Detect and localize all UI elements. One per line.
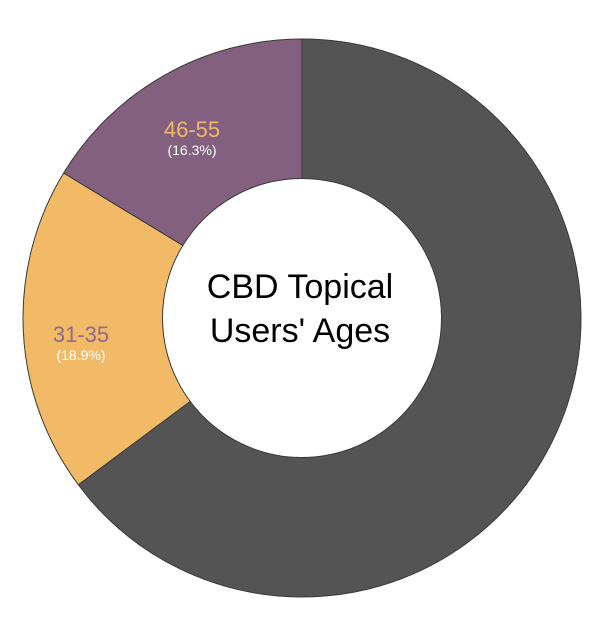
chart-title-line-2: Users' Ages <box>209 312 391 350</box>
donut-slice-31-35 <box>22 172 191 486</box>
slice-label-46-55-name: 46-55 <box>163 117 221 142</box>
slice-label-31-35: 31-35 (18.9%) <box>21 322 141 364</box>
chart-title-line-1: CBD Topical <box>206 268 394 306</box>
donut-slice-unlabeled <box>77 38 582 598</box>
slice-label-46-55: 46-55 (16.3%) <box>132 117 252 159</box>
slice-label-31-35-name: 31-35 <box>52 322 110 347</box>
slice-label-46-55-percent: (16.3%) <box>167 142 217 158</box>
donut-slice-46-55 <box>62 38 303 247</box>
slice-label-31-35-percent: (18.9%) <box>56 347 106 363</box>
donut-slices <box>22 38 582 598</box>
chart-title: CBD Topical Users' Ages <box>150 265 450 353</box>
